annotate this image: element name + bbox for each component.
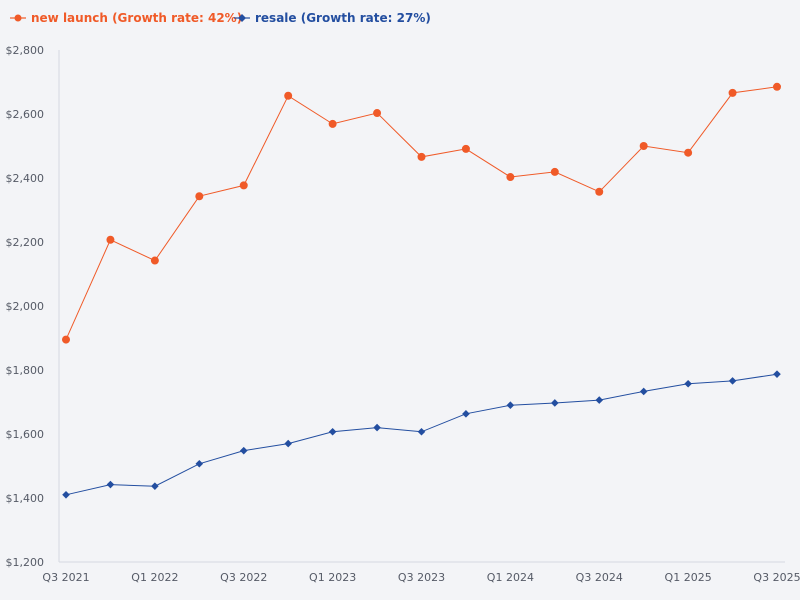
- legend-label-new-launch: new launch (Growth rate: 42%): [31, 11, 242, 25]
- legend: new launch (Growth rate: 42%) resale (Gr…: [10, 11, 431, 25]
- data-point-resale[interactable]: [551, 399, 559, 407]
- x-tick-label: Q1 2025: [665, 571, 712, 584]
- x-axis-ticks: Q3 2021 Q1 2022 Q3 2022 Q1 2023 Q3 2023 Q1 20…: [42, 571, 800, 584]
- y-tick-label: $2,600: [6, 108, 45, 121]
- x-tick-label: Q3 2022: [220, 571, 267, 584]
- y-tick-label: $1,200: [6, 556, 45, 569]
- x-tick-label: Q3 2021: [42, 571, 89, 584]
- data-point-resale[interactable]: [506, 401, 515, 409]
- data-point-resale[interactable]: [62, 491, 70, 499]
- data-point-new-launch[interactable]: [461, 144, 470, 153]
- data-point-new-launch[interactable]: [595, 187, 604, 196]
- data-point-resale[interactable]: [639, 387, 648, 396]
- data-point-resale[interactable]: [328, 427, 337, 436]
- data-point-new-launch[interactable]: [195, 192, 204, 201]
- data-point-resale[interactable]: [239, 446, 248, 455]
- x-tick-label: Q3 2023: [398, 571, 445, 584]
- data-point-resale[interactable]: [373, 423, 381, 432]
- series-layer: [62, 82, 781, 499]
- legend-item-resale[interactable]: resale (Growth rate: 27%): [234, 11, 431, 25]
- y-tick-label: $1,600: [6, 428, 45, 441]
- y-tick-label: $1,800: [6, 364, 45, 377]
- x-tick-label: Q3 2025: [753, 571, 800, 584]
- y-tick-label: $2,400: [6, 172, 45, 185]
- x-tick-label: Q1 2022: [131, 571, 178, 584]
- data-point-new-launch[interactable]: [106, 235, 115, 244]
- data-point-new-launch[interactable]: [550, 167, 559, 176]
- legend-item-new-launch[interactable]: new launch (Growth rate: 42%): [10, 11, 242, 25]
- data-point-new-launch[interactable]: [417, 152, 426, 161]
- data-point-resale[interactable]: [284, 439, 292, 448]
- data-point-resale[interactable]: [728, 377, 737, 385]
- x-tick-label: Q1 2023: [309, 571, 356, 584]
- y-tick-label: $2,800: [6, 44, 45, 57]
- data-point-new-launch[interactable]: [239, 181, 248, 190]
- data-point-new-launch[interactable]: [373, 109, 382, 118]
- y-tick-label: $2,000: [6, 300, 45, 313]
- data-point-resale[interactable]: [595, 396, 604, 404]
- data-point-new-launch[interactable]: [284, 91, 293, 100]
- x-tick-label: Q1 2024: [487, 571, 534, 584]
- data-point-new-launch[interactable]: [684, 148, 693, 157]
- data-point-resale[interactable]: [106, 480, 115, 489]
- y-tick-label: $1,400: [6, 492, 45, 505]
- data-point-new-launch[interactable]: [150, 256, 159, 265]
- series-resale: [62, 370, 781, 499]
- data-point-new-launch[interactable]: [506, 173, 515, 182]
- data-point-resale[interactable]: [462, 410, 470, 418]
- y-tick-label: $2,200: [6, 236, 45, 249]
- x-tick-label: Q3 2024: [576, 571, 623, 584]
- data-point-resale[interactable]: [684, 379, 692, 388]
- data-point-new-launch[interactable]: [728, 88, 737, 97]
- data-point-new-launch[interactable]: [62, 335, 70, 344]
- series-line-new-launch: [65, 86, 778, 340]
- data-point-resale[interactable]: [151, 482, 159, 490]
- y-axis-ticks: $1,200 $1,400 $1,600 $1,800 $2,000 $2,200 $2,4…: [6, 44, 45, 569]
- legend-marker-new-launch: [14, 14, 22, 22]
- legend-marker-resale: [238, 14, 246, 22]
- data-point-resale[interactable]: [195, 459, 204, 468]
- data-point-new-launch[interactable]: [773, 82, 781, 91]
- data-point-resale[interactable]: [773, 370, 781, 378]
- series-new-launch: [62, 82, 781, 344]
- legend-label-resale: resale (Growth rate: 27%): [255, 11, 431, 25]
- data-point-new-launch[interactable]: [328, 119, 337, 128]
- data-point-resale[interactable]: [417, 427, 426, 436]
- data-point-new-launch[interactable]: [639, 142, 648, 150]
